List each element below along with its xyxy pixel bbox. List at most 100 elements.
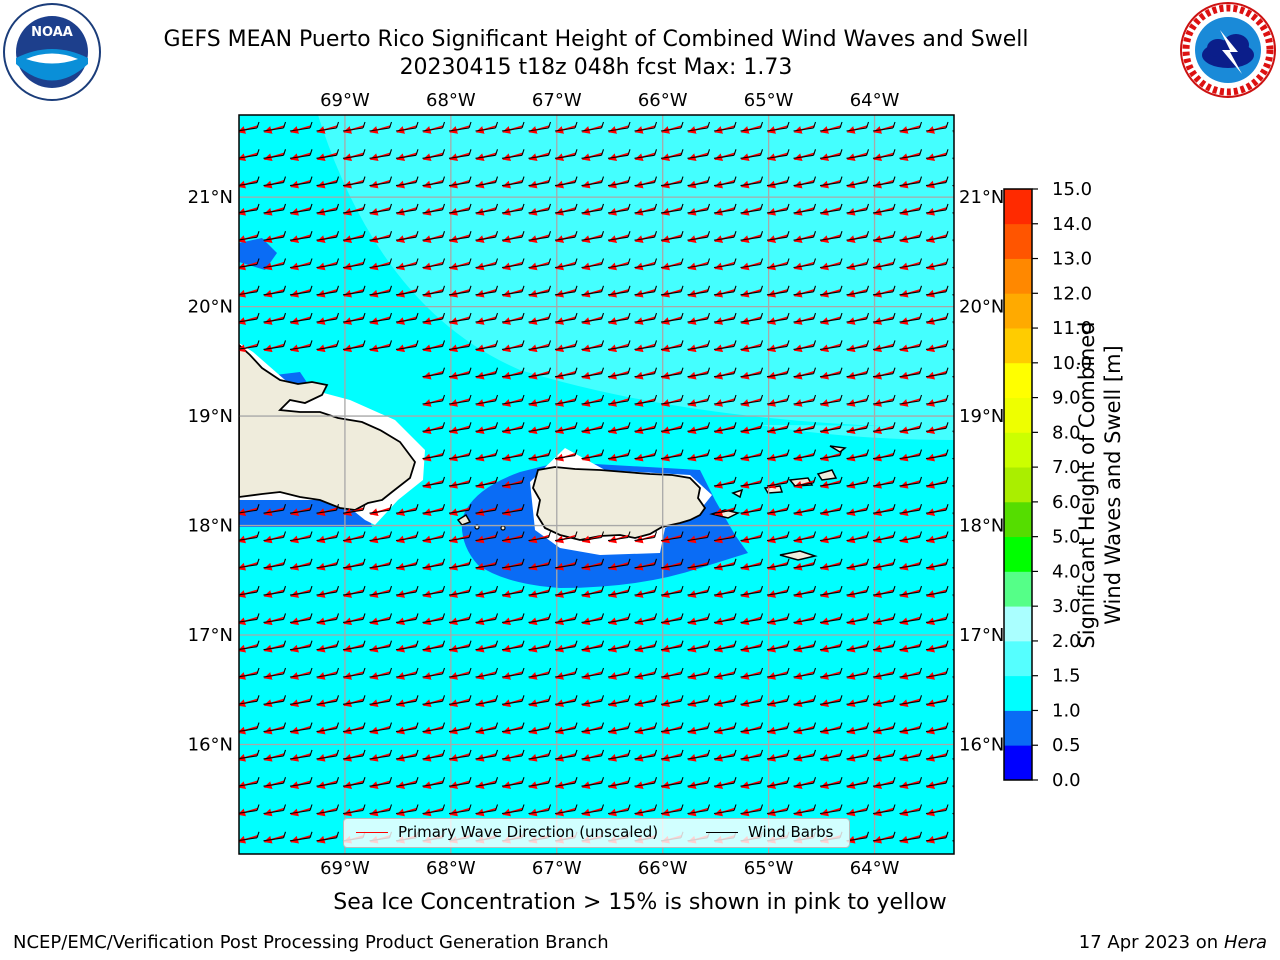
wind-barb bbox=[528, 373, 549, 378]
wind-barb bbox=[713, 209, 735, 214]
wind-barb-flag bbox=[256, 121, 260, 129]
wind-barb bbox=[952, 457, 954, 460]
wind-barb bbox=[846, 427, 867, 432]
wind-barb-flag bbox=[786, 422, 790, 429]
wind-barb bbox=[369, 263, 390, 269]
wind-barb bbox=[369, 127, 390, 132]
wind-barb-flag bbox=[441, 203, 446, 211]
map-legend: Primary Wave Direction (unscaled) Wind B… bbox=[343, 818, 850, 848]
vector-cell bbox=[925, 176, 949, 189]
wind-barb bbox=[952, 348, 954, 350]
wind-barb bbox=[263, 236, 284, 241]
wind-barb bbox=[422, 345, 443, 350]
wind-barb bbox=[342, 182, 364, 187]
vector-cell bbox=[369, 121, 393, 134]
wind-barb-flag bbox=[865, 422, 870, 429]
legend-label-wind-barbs: Wind Barbs bbox=[748, 823, 834, 841]
vector-cell bbox=[819, 231, 843, 243]
colorbar-title: Significant Height of Combined Wind Wave… bbox=[1074, 321, 1126, 648]
wind-barb-flag bbox=[362, 285, 366, 292]
lon-tick-label-top: 67°W bbox=[532, 90, 582, 111]
vector-cell bbox=[925, 285, 949, 298]
wind-barb-flag bbox=[812, 340, 817, 347]
wind-barb-flag bbox=[547, 258, 552, 265]
wind-barb-flag bbox=[256, 231, 260, 238]
colorbar-segment bbox=[1004, 536, 1032, 572]
wind-barb-flag bbox=[973, 368, 975, 374]
wind-barb-flag bbox=[759, 285, 764, 292]
wind-barb bbox=[554, 318, 576, 323]
wind-barb bbox=[952, 294, 954, 296]
vector-cell bbox=[263, 121, 287, 134]
wind-barb bbox=[554, 291, 576, 296]
wind-barb-flag bbox=[945, 176, 949, 183]
wind-barb bbox=[448, 236, 470, 241]
vector-cell bbox=[369, 258, 393, 271]
wind-barb bbox=[925, 127, 947, 132]
wind-barb-flag bbox=[786, 285, 790, 292]
wave-and-wind-vectors bbox=[239, 121, 975, 844]
vector-cell bbox=[793, 367, 817, 380]
vector-cell bbox=[342, 203, 366, 216]
vector-cell bbox=[952, 126, 954, 134]
vector-cell bbox=[793, 394, 817, 407]
lat-tick-label-right: 18°N bbox=[959, 516, 1004, 537]
wind-barb-flag bbox=[812, 422, 817, 429]
wind-barb bbox=[448, 482, 470, 487]
colorbar-tick-label: 1.0 bbox=[1052, 700, 1081, 721]
vector-cell bbox=[819, 340, 843, 353]
vector-cell bbox=[766, 394, 790, 407]
wind-barb-flag bbox=[494, 258, 499, 265]
wind-barb-flag bbox=[839, 422, 843, 429]
wave-direction-arrow bbox=[952, 453, 954, 462]
vector-cell bbox=[554, 285, 578, 298]
wind-barb bbox=[793, 209, 814, 214]
wind-barb-flag bbox=[973, 723, 975, 729]
wind-barb bbox=[501, 373, 523, 378]
vector-cell bbox=[846, 121, 870, 134]
wind-barb bbox=[263, 291, 284, 296]
wind-barb bbox=[766, 427, 788, 432]
wind-barb bbox=[342, 263, 364, 269]
wind-barb bbox=[607, 455, 629, 460]
wind-barb-flag bbox=[786, 394, 790, 402]
wind-barb bbox=[899, 154, 920, 159]
wind-barb-flag bbox=[945, 340, 949, 347]
wind-barb bbox=[846, 127, 867, 132]
vector-cell bbox=[952, 153, 954, 162]
wind-barb bbox=[925, 209, 947, 214]
wind-barb bbox=[740, 182, 761, 187]
lat-tick-label-left: 21°N bbox=[188, 187, 233, 208]
vector-cell bbox=[634, 176, 658, 189]
wind-barb bbox=[660, 236, 682, 241]
vector-cell bbox=[872, 149, 896, 162]
wind-barb-flag bbox=[415, 121, 419, 129]
wind-barb bbox=[581, 209, 602, 214]
wind-barb-flag bbox=[335, 340, 340, 347]
wind-barb-flag bbox=[812, 121, 817, 129]
vector-cell bbox=[528, 258, 552, 271]
wind-barb-flag bbox=[441, 449, 446, 456]
wind-barb bbox=[369, 182, 390, 187]
wind-barb bbox=[793, 318, 814, 323]
wind-barb bbox=[448, 127, 470, 132]
wind-barb-flag bbox=[521, 176, 525, 183]
wind-barb bbox=[369, 236, 390, 241]
vector-cell bbox=[342, 340, 366, 353]
wind-barb-flag bbox=[839, 312, 843, 320]
wind-barb-flag bbox=[653, 367, 658, 374]
vector-cell bbox=[660, 367, 684, 380]
lon-ticks-top: 69°W 68°W 67°W 66°W 65°W 64°W bbox=[320, 90, 900, 111]
wind-barb bbox=[925, 427, 947, 432]
wind-barb-flag bbox=[521, 121, 525, 129]
sea-region-0.5-1m-west bbox=[239, 238, 277, 270]
wind-barb bbox=[872, 455, 894, 460]
wind-barb-flag bbox=[812, 149, 817, 156]
vector-cell bbox=[239, 149, 260, 162]
wind-barb bbox=[475, 209, 496, 214]
wind-barb bbox=[899, 400, 920, 405]
wind-barb bbox=[554, 127, 576, 132]
vector-cell bbox=[607, 203, 631, 216]
wind-barb bbox=[289, 127, 311, 132]
